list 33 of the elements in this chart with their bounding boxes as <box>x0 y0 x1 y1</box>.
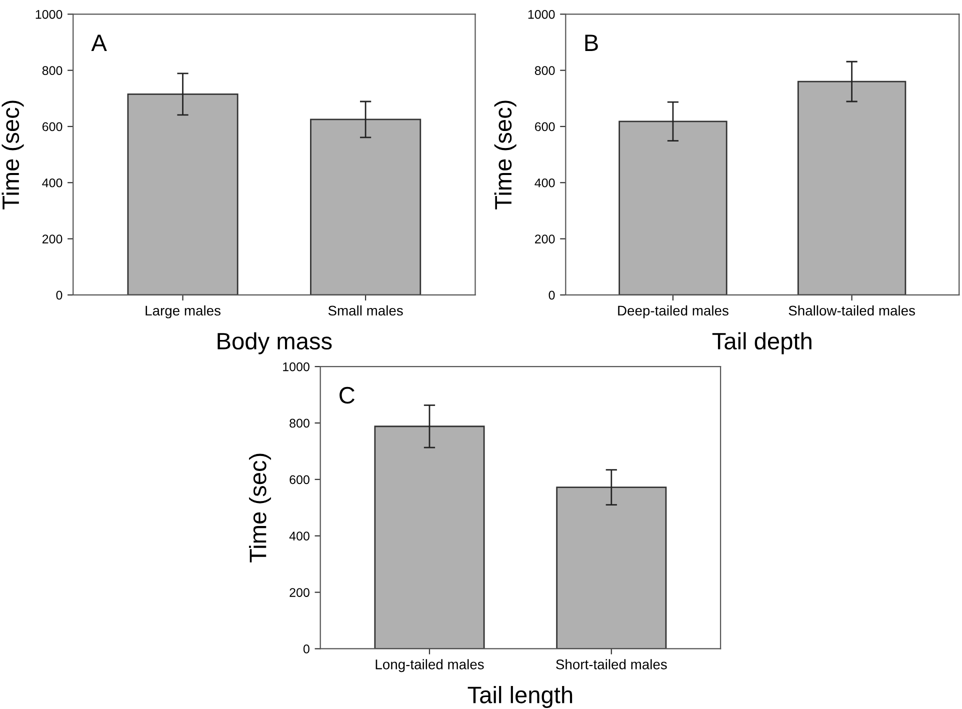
x-tick-label: Short-tailed males <box>556 659 667 670</box>
text: B <box>585 34 598 51</box>
x-tick-label: Deep-tailed males <box>618 305 728 318</box>
x-tick-label: Shallow-tailed males <box>788 305 915 316</box>
y-tick-label: 400 <box>534 178 555 188</box>
y-axis-title: Time (sec) <box>249 454 271 562</box>
y-tick-label: 600 <box>535 122 555 132</box>
y-tick-label: 1000 <box>283 362 310 372</box>
y-tick-label: 800 <box>534 66 555 75</box>
y-tick-label: 200 <box>290 588 310 597</box>
y-axis-title: Time (sec) <box>2 100 24 210</box>
y-tick-label: 800 <box>290 418 310 428</box>
y-tick-label: 400 <box>289 532 310 541</box>
y-tick-label: 0 <box>548 290 555 300</box>
text: C <box>340 386 355 404</box>
x-axis-title: Body mass <box>218 332 332 354</box>
y-axis-title: Time (sec) <box>494 100 516 210</box>
y-tick-label: 0 <box>303 644 310 654</box>
x-tick-label: Small males <box>328 305 403 316</box>
y-tick-label: 0 <box>56 290 62 300</box>
y-tick-label: 200 <box>42 234 62 244</box>
x-tick-label: Large males <box>146 305 220 318</box>
x-tick-label: Long-tailed males <box>376 659 484 672</box>
y-tick-label: 400 <box>42 178 62 188</box>
y-tick-label: 1000 <box>528 10 555 19</box>
x-axis-title: Tail depth <box>712 332 812 354</box>
y-tick-label: 600 <box>290 475 310 484</box>
y-tick-label: 600 <box>42 122 62 132</box>
y-tick-label: 1000 <box>36 10 62 19</box>
x-axis-title: Tail length <box>468 686 572 708</box>
text: A <box>91 34 107 51</box>
y-tick-label: 200 <box>535 234 555 244</box>
y-tick-label: 800 <box>42 66 62 75</box>
